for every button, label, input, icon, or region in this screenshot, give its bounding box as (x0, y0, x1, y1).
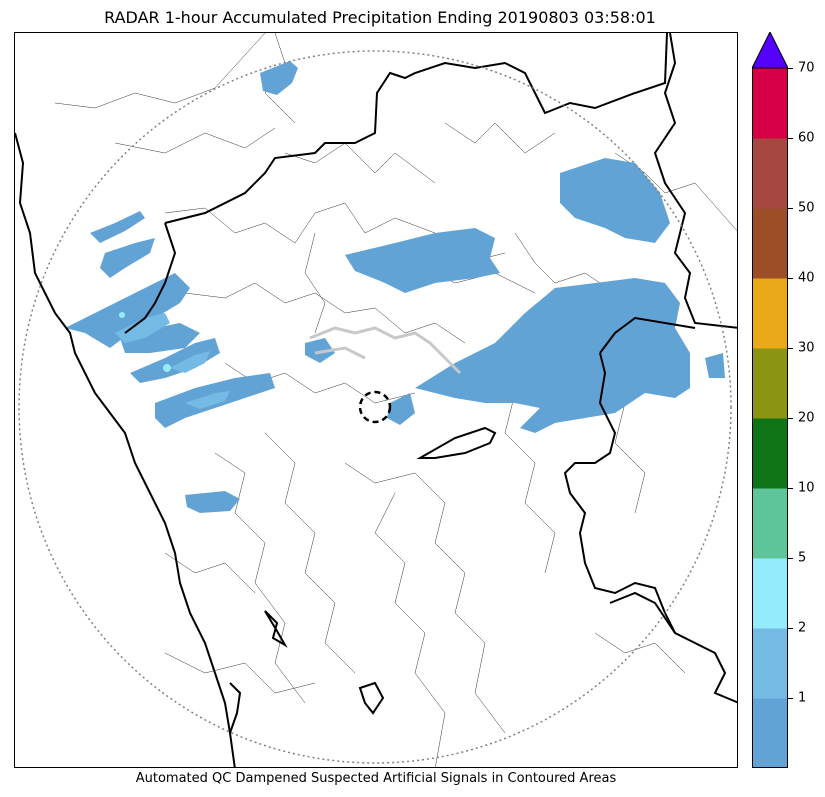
precip-light (185, 391, 230, 409)
radar-map[interactable] (14, 32, 738, 768)
colorbar (751, 30, 789, 769)
colorbar-outline (752, 67, 788, 768)
precip-light (115, 313, 170, 343)
precip-cyan (163, 364, 171, 372)
colorbar-tick-label: 10 (798, 480, 815, 496)
colorbar-segment (752, 628, 788, 699)
precip-cell (560, 158, 670, 243)
colorbar-svg (751, 30, 789, 769)
range-ring (18, 50, 732, 764)
precip-cell (130, 338, 220, 383)
map-title: RADAR 1-hour Accumulated Precipitation E… (104, 8, 656, 27)
radar-site-marker (358, 390, 392, 424)
colorbar-tick-label: 50 (798, 200, 815, 216)
precip-cell (415, 278, 690, 433)
precipitation-areas (65, 61, 725, 513)
colorbar-tick-label: 5 (798, 550, 807, 566)
colorbar-segment (752, 68, 788, 139)
colorbar-tick (788, 418, 793, 419)
colorbar-segment (752, 558, 788, 629)
colorbar-tick (788, 68, 793, 69)
precip-cell (305, 338, 335, 363)
colorbar-tick-label: 40 (798, 270, 815, 286)
colorbar-tick (788, 278, 793, 279)
colorbar-tick-label: 70 (798, 60, 815, 76)
colorbar-tick-label: 30 (798, 340, 815, 356)
precip-light (170, 351, 210, 373)
precip-cell (345, 228, 500, 293)
qc-caption: Automated QC Dampened Suspected Artifici… (135, 771, 617, 786)
colorbar-segment (752, 138, 788, 209)
colorbar-tick-label: 20 (798, 410, 815, 426)
qc-contours (309, 326, 462, 375)
precip-cell (260, 61, 298, 95)
precip-cell (65, 273, 190, 348)
colorbar-over-arrow (751, 30, 789, 69)
colorbar-segment (752, 488, 788, 559)
colorbar-tick (788, 628, 793, 629)
precip-cell (100, 238, 155, 278)
colorbar-tick-label: 1 (798, 690, 807, 706)
precip-cell (120, 323, 200, 353)
colorbar-tick (788, 488, 793, 489)
precip-cyan (119, 312, 125, 318)
colorbar-tick (788, 348, 793, 349)
colorbar-segment (752, 698, 788, 769)
colorbar-tick (788, 558, 793, 559)
colorbar-tick-label: 2 (798, 620, 807, 636)
colorbar-tick (788, 208, 793, 209)
colorbar-tick (788, 138, 793, 139)
precip-cell (90, 211, 145, 243)
precip-cell (185, 491, 240, 513)
colorbar-segment (752, 278, 788, 349)
map-canvas (15, 33, 737, 767)
colorbar-segment (752, 418, 788, 489)
colorbar-segment (752, 208, 788, 279)
precip-cell (387, 393, 415, 425)
precip-cell (705, 353, 725, 378)
colorbar-segment (752, 348, 788, 419)
colorbar-tick-label: 60 (798, 130, 815, 146)
colorbar-tick (788, 698, 793, 699)
state-borders (15, 33, 737, 767)
